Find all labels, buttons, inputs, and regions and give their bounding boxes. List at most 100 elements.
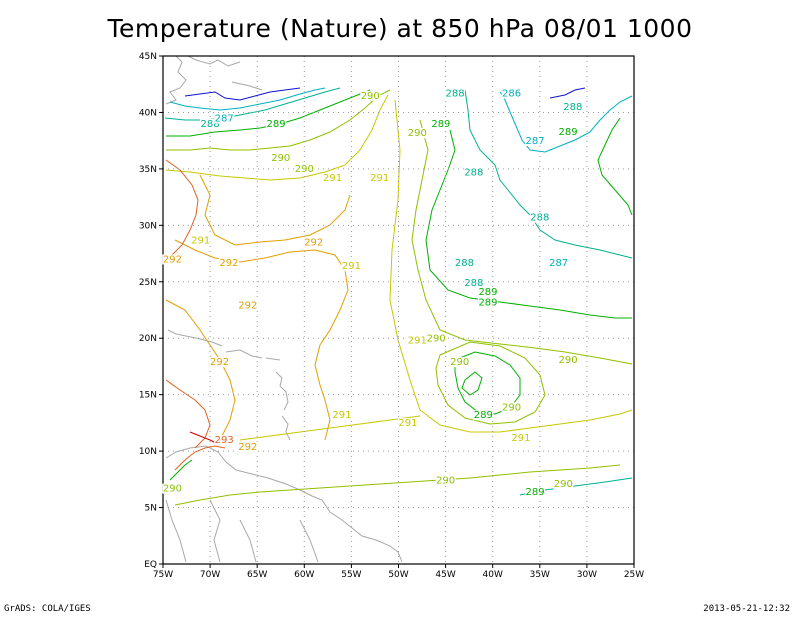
contour-line xyxy=(499,91,633,153)
contour-label-bg xyxy=(558,126,579,137)
contour-line xyxy=(174,445,226,471)
contour-label-bg xyxy=(322,173,343,184)
contour-label-bg xyxy=(477,297,498,308)
contour-label-bg xyxy=(214,113,235,124)
contour-label: 289 xyxy=(559,127,578,138)
contour-label: 290 xyxy=(450,357,469,368)
contour-line xyxy=(597,117,633,216)
contour-label: 289 xyxy=(266,119,285,130)
y-tick-label: 45N xyxy=(139,52,157,62)
x-tick-label: 60W xyxy=(294,570,314,580)
y-tick-label: EQ xyxy=(144,560,157,570)
x-tick-label: 40W xyxy=(483,570,503,580)
contour-line xyxy=(435,341,546,425)
contour-label-bg xyxy=(218,257,239,268)
contour-label-bg xyxy=(407,335,428,346)
contour-label: 290 xyxy=(554,479,573,490)
latitude-tick-labels: EQ 5N 10N 15N 20N 25N 30N 35N 40N 45N xyxy=(139,52,163,570)
contour-label-bg xyxy=(558,354,579,365)
contour-label-bg xyxy=(463,278,484,289)
contour-label: 289 xyxy=(431,119,450,130)
contour-line xyxy=(164,87,341,121)
contour-label-bg xyxy=(529,212,550,223)
contour-line xyxy=(189,431,219,445)
contour-label-bg xyxy=(237,441,258,452)
contour-label: 292 xyxy=(238,442,257,453)
contour-line xyxy=(165,299,236,441)
contour-label: 291 xyxy=(511,433,530,444)
contour-label-bg xyxy=(270,152,291,163)
y-tick-label: 40N xyxy=(139,108,157,118)
contour-line xyxy=(174,239,349,441)
contour-label-bg xyxy=(430,118,451,129)
contour-label: 292 xyxy=(219,258,238,269)
contour-label-bg xyxy=(510,432,531,443)
longitude-tick-labels: 75W 70W 65W 60W 55W 50W 45W 40W 35W 30W 25W xyxy=(153,564,644,580)
contour-label: 291 xyxy=(342,261,361,272)
y-tick-label: 35N xyxy=(139,165,157,175)
map-title: Temperature (Nature) at 850 hPa 08/01 10… xyxy=(107,14,693,43)
contour-label-bg xyxy=(341,261,362,272)
contour-line xyxy=(166,89,391,151)
contour-label: 290 xyxy=(271,153,290,164)
footer-timestamp: 2013-05-21-12:32 xyxy=(703,604,790,614)
x-tick-label: 65W xyxy=(247,570,267,580)
contour-label-bg xyxy=(445,88,466,99)
contour-label: 292 xyxy=(304,238,323,249)
contour-label: 288 xyxy=(563,102,582,113)
contour-line xyxy=(199,174,351,246)
contour-line xyxy=(169,459,193,481)
contour-label-bg xyxy=(426,333,447,344)
contour-line xyxy=(174,464,621,506)
contour-label: 291 xyxy=(398,418,417,429)
contour-line xyxy=(411,119,633,365)
contour-label: 290 xyxy=(163,484,182,495)
x-tick-label: 25W xyxy=(624,570,644,580)
x-tick-label: 75W xyxy=(153,570,173,580)
contour-label-bg xyxy=(553,479,574,490)
contour-label-bg xyxy=(214,435,235,446)
contour-line xyxy=(425,129,632,319)
contour-label-bg xyxy=(525,135,546,146)
contour-label: 290 xyxy=(559,355,578,366)
contour-label: 287 xyxy=(526,136,545,147)
contour-label: 292 xyxy=(238,301,257,312)
contour-label-bg xyxy=(369,173,390,184)
x-tick-label: 35W xyxy=(530,570,550,580)
contour-label: 288 xyxy=(464,278,483,289)
contour-label: 288 xyxy=(201,119,220,130)
contour-label-bg xyxy=(562,102,583,113)
contour-label-bg xyxy=(162,483,183,494)
lat-lon-grid xyxy=(163,56,634,564)
contour-line xyxy=(461,371,483,396)
y-tick-label: 10N xyxy=(139,447,157,457)
contour-label: 292 xyxy=(163,254,182,265)
contour-label: 290 xyxy=(427,333,446,344)
footer-credit: GrADS: COLA/IGES xyxy=(4,604,91,614)
contour-label: 290 xyxy=(502,402,521,413)
contour-label: 289 xyxy=(478,287,497,298)
contour-line xyxy=(239,415,421,441)
contour-label-bg xyxy=(477,287,498,298)
contour-label-bg xyxy=(303,237,324,248)
y-tick-label: 30N xyxy=(139,221,157,231)
contour-line xyxy=(165,159,199,261)
contour-label: 293 xyxy=(215,435,234,446)
contour-label-bg xyxy=(190,235,211,246)
contour-label-bg xyxy=(525,487,546,498)
contour-label-bg xyxy=(360,90,381,101)
contour-line xyxy=(389,99,633,433)
contour-label: 288 xyxy=(464,168,483,179)
contour-line xyxy=(184,87,301,101)
contour-label: 291 xyxy=(191,235,210,246)
contour-label: 291 xyxy=(408,336,427,347)
contour-label: 290 xyxy=(361,91,380,102)
contour-label: 292 xyxy=(210,357,229,368)
contour-label: 289 xyxy=(526,487,545,498)
contour-label: 289 xyxy=(474,410,493,421)
contour-label-bg xyxy=(454,257,475,268)
y-tick-label: 25N xyxy=(139,278,157,288)
contour-label: 288 xyxy=(530,213,549,224)
